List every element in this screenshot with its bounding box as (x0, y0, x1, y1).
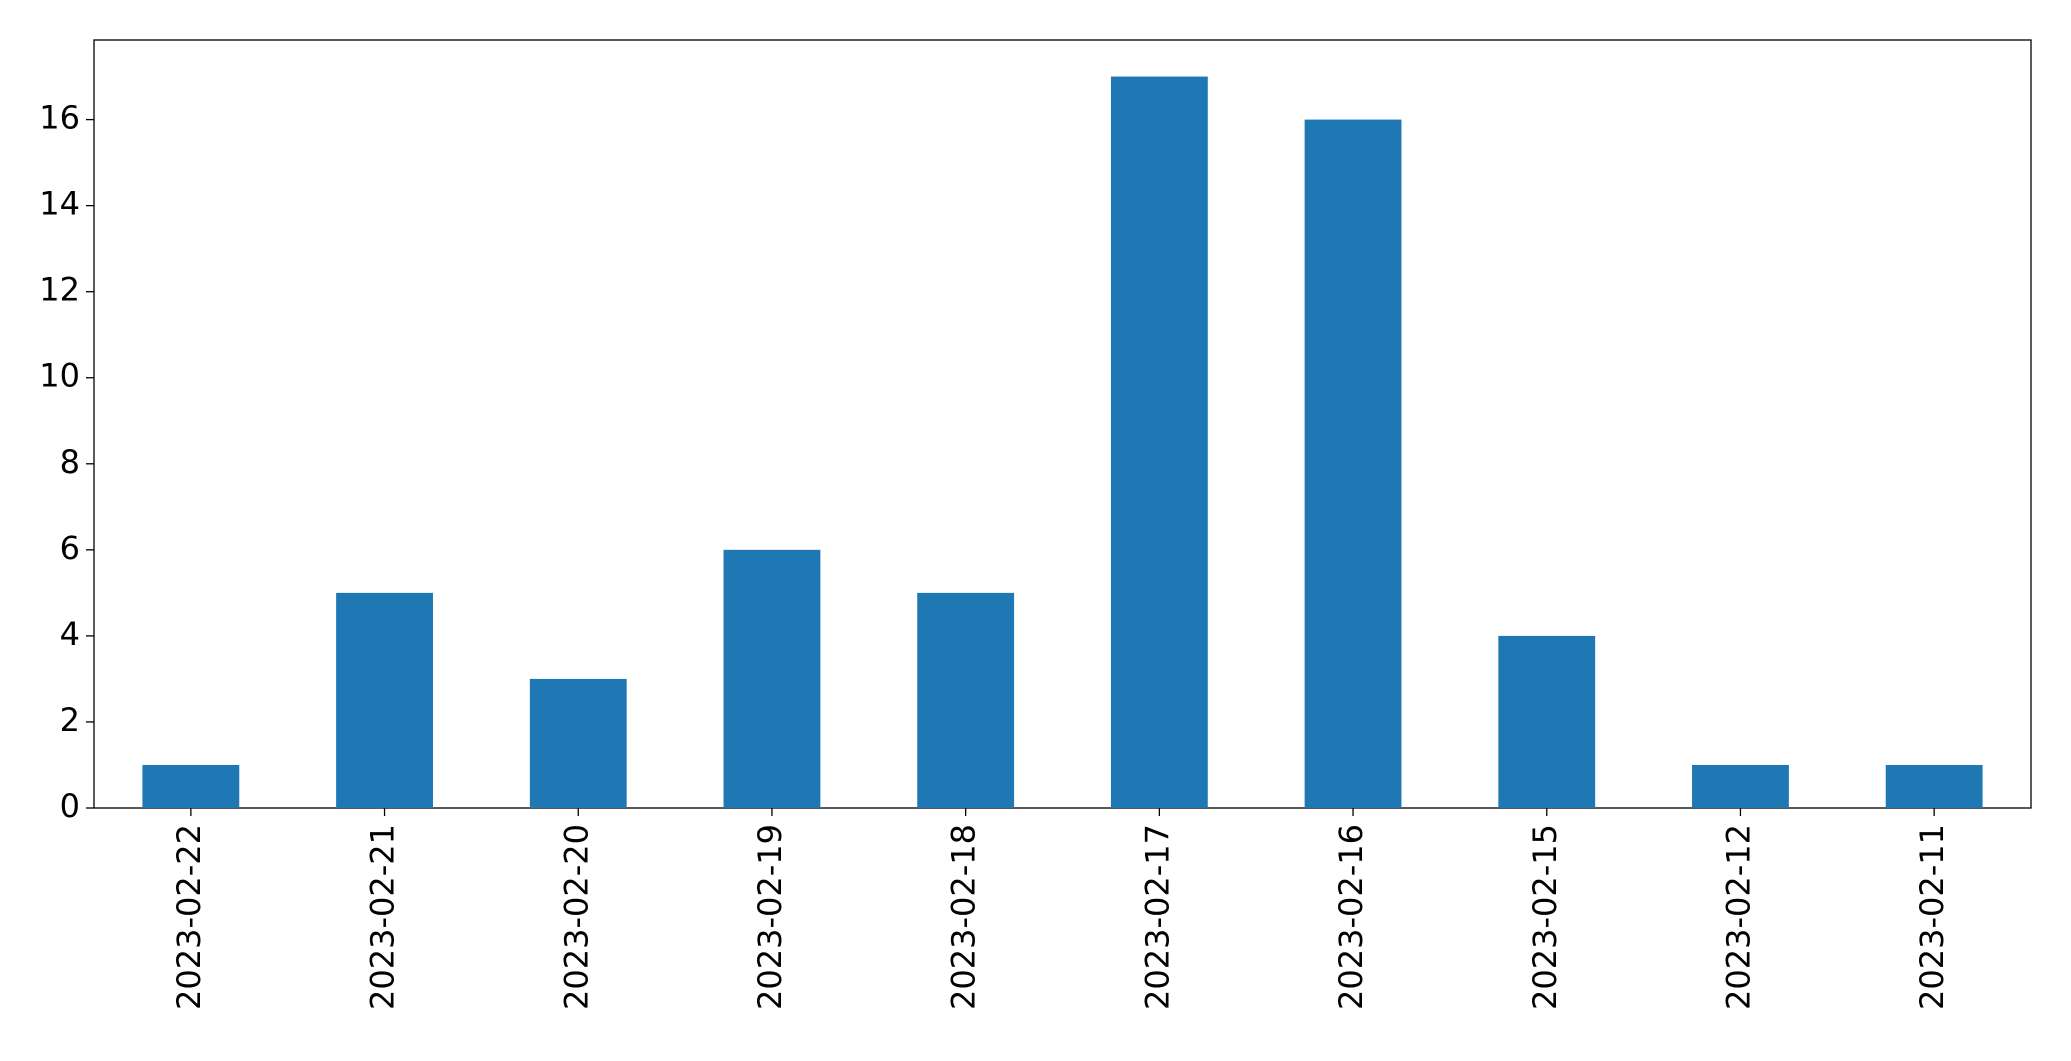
bar (336, 592, 433, 808)
plot-frame (93, 39, 2032, 809)
x-tick-label: 2023-02-11 (1913, 824, 1951, 1010)
y-tick-label: 6 (60, 529, 80, 567)
bar (142, 764, 240, 808)
bar (529, 678, 627, 808)
bar (723, 549, 821, 808)
x-tick-label: 2023-02-22 (170, 824, 208, 1010)
y-tick-label: 8 (60, 443, 80, 481)
y-tick-label: 2 (60, 701, 80, 739)
bar (1885, 764, 1983, 808)
x-tick-label: 2023-02-12 (1719, 824, 1757, 1010)
bar (1692, 764, 1789, 808)
x-tick-label: 2023-02-17 (1138, 824, 1176, 1010)
y-tick-label: 0 (60, 787, 80, 825)
y-tick-label: 4 (60, 615, 80, 653)
x-tick-label: 2023-02-16 (1332, 824, 1370, 1010)
x-tick-label: 2023-02-15 (1526, 824, 1564, 1010)
x-tick-label: 2023-02-20 (557, 824, 595, 1010)
x-tick-label: 2023-02-21 (364, 824, 402, 1010)
y-tick-label: 12 (39, 271, 80, 309)
bar (917, 592, 1015, 808)
bar (1498, 635, 1596, 808)
bar (1304, 119, 1402, 809)
x-tick-label: 2023-02-18 (945, 824, 983, 1010)
y-tick-label: 10 (39, 357, 80, 395)
x-tick-label: 2023-02-19 (751, 824, 789, 1010)
y-tick-label: 16 (39, 99, 80, 137)
bar (1110, 76, 1208, 809)
y-tick-label: 14 (39, 185, 80, 223)
